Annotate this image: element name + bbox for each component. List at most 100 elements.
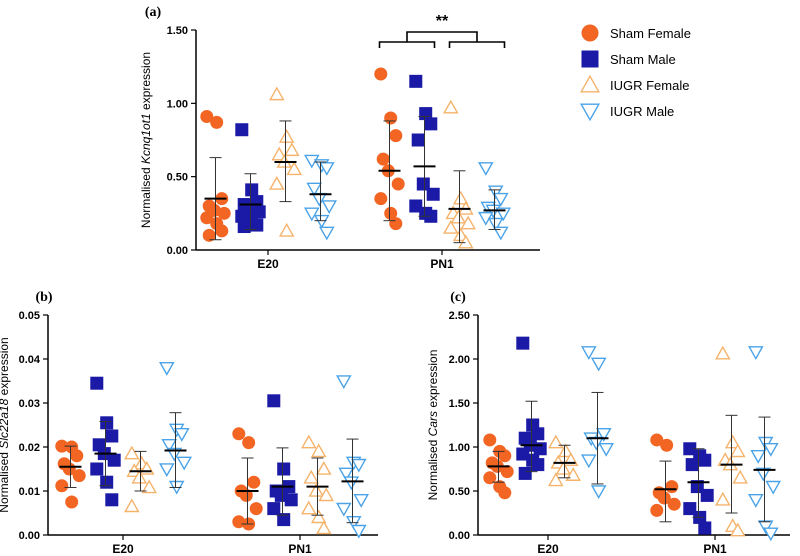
data-point xyxy=(141,479,157,494)
data-point xyxy=(500,465,514,479)
data-group xyxy=(516,336,547,480)
x-tick-label: PN1 xyxy=(430,257,454,271)
data-point xyxy=(100,416,114,430)
data-point xyxy=(748,346,764,360)
y-tick-label: 1.50 xyxy=(167,25,188,37)
y-tick-label: 0.00 xyxy=(19,530,40,542)
data-point xyxy=(458,234,474,249)
data-point xyxy=(278,222,295,237)
data-point xyxy=(159,463,175,478)
data-point xyxy=(715,491,731,506)
data-group xyxy=(715,345,748,537)
data-group xyxy=(301,434,334,535)
data-point xyxy=(277,462,291,476)
panel-c-cars: (c) 0.00 0.50 1.00 1.50 2.00 2.50 E20 PN1 Normali… xyxy=(426,290,790,556)
data-point xyxy=(690,480,704,494)
data-point xyxy=(518,466,532,480)
data-point xyxy=(239,488,253,502)
data-point xyxy=(303,469,319,484)
legend-label: IUGR Female xyxy=(610,78,689,93)
legend-item: IUGR Female xyxy=(580,74,689,93)
data-point xyxy=(443,99,459,114)
data-point xyxy=(763,527,779,542)
data-point xyxy=(732,469,748,484)
data-point xyxy=(424,117,438,131)
data-point xyxy=(596,428,612,442)
data-point xyxy=(336,502,352,517)
data-point xyxy=(318,487,334,502)
data-point xyxy=(176,456,192,471)
data-group xyxy=(159,362,192,495)
data-point xyxy=(409,199,423,213)
data-point xyxy=(301,500,317,515)
data-group xyxy=(443,99,476,249)
data-point xyxy=(548,434,564,449)
data-point xyxy=(310,443,327,458)
data-group xyxy=(232,427,263,531)
data-point xyxy=(316,460,332,475)
y-axis-label: Normalised Kcnq1ot1 expression xyxy=(139,52,153,228)
y-tick-label: 0.00 xyxy=(449,530,470,542)
data-point xyxy=(730,522,746,537)
data-point xyxy=(548,472,564,487)
data-point xyxy=(650,433,664,447)
data-point xyxy=(384,111,398,125)
data-point xyxy=(590,485,607,500)
data-point xyxy=(384,206,398,220)
data-point xyxy=(306,182,322,197)
data-point xyxy=(411,133,425,147)
data-point xyxy=(581,346,597,360)
data-point xyxy=(416,177,430,191)
data-point xyxy=(426,187,440,201)
data-point xyxy=(748,494,764,508)
data-point xyxy=(498,486,512,500)
data-point xyxy=(278,129,295,143)
data-point xyxy=(242,436,256,450)
y-tick-label: 0.50 xyxy=(167,172,188,184)
significance-label: ** xyxy=(436,13,449,30)
data-point xyxy=(277,513,291,527)
data-point xyxy=(516,336,530,350)
data-point xyxy=(159,362,175,376)
data-point xyxy=(72,469,86,483)
data-point xyxy=(730,443,746,458)
data-point xyxy=(724,434,741,449)
y-axis-label: Normalised Slc22a18 expression xyxy=(0,337,11,512)
legend: Sham Female Sham Male IUGR Female IUGR Male xyxy=(580,24,691,122)
panel-a-kcnq1ot1: (a) 0.00 0.50 1.00 1.50 E20 PN1 Normalised Kcnq… xyxy=(139,5,540,271)
data-point xyxy=(590,357,607,372)
data-point xyxy=(487,185,504,200)
panel-label: (c) xyxy=(450,290,466,305)
data-point xyxy=(493,192,509,207)
data-group xyxy=(548,434,581,487)
data-point xyxy=(200,110,214,124)
y-axis-label: Normalised Cars expression xyxy=(426,350,440,501)
data-point xyxy=(493,226,509,241)
data-point xyxy=(483,433,497,447)
data-point xyxy=(765,480,781,495)
data-point xyxy=(750,450,766,464)
data-point xyxy=(100,475,114,489)
data-group xyxy=(581,346,614,500)
data-point xyxy=(321,200,337,215)
data-point xyxy=(124,445,140,460)
data-point xyxy=(343,476,360,491)
legend-label: Sham Male xyxy=(610,52,676,67)
y-tick-label: 1.00 xyxy=(167,98,188,110)
panel-label: (b) xyxy=(35,290,52,305)
data-point xyxy=(269,86,285,101)
data-point xyxy=(237,220,251,234)
data-point xyxy=(443,219,459,234)
data-point xyxy=(90,376,104,390)
data-point xyxy=(487,217,504,232)
data-group xyxy=(374,67,405,231)
x-tick-label: PN1 xyxy=(288,542,312,556)
data-point xyxy=(667,497,681,511)
data-group xyxy=(409,74,440,223)
data-point xyxy=(374,192,388,206)
y-tick-label: 0.00 xyxy=(167,245,188,257)
data-point xyxy=(313,214,330,229)
data-group xyxy=(200,110,231,242)
data-point xyxy=(284,493,298,507)
data-point xyxy=(232,427,246,441)
